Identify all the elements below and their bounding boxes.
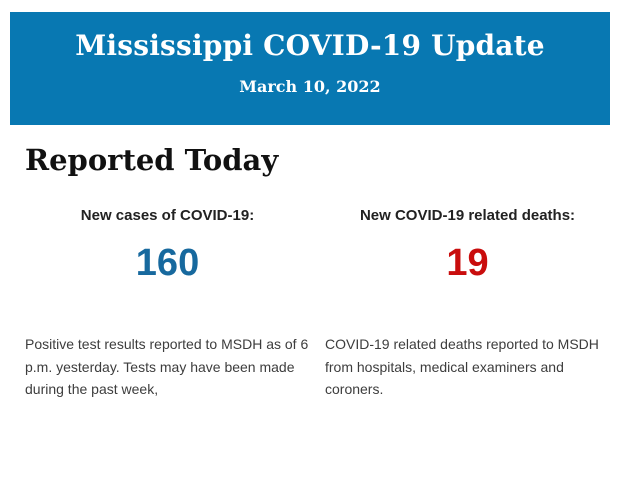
stat-column-new-deaths: New COVID-19 related deaths: 19 COVID-19… (325, 206, 610, 401)
new-deaths-label: New COVID-19 related deaths: (359, 207, 576, 224)
header-banner: Mississippi COVID-19 Update March 10, 20… (10, 12, 610, 125)
new-cases-value: 160 (135, 242, 200, 284)
stats-row: New cases of COVID-19: 160 Positive test… (25, 206, 610, 401)
page-title: Mississippi COVID-19 Update (75, 29, 545, 62)
stat-column-new-cases: New cases of COVID-19: 160 Positive test… (25, 206, 310, 401)
new-deaths-value: 19 (446, 242, 489, 284)
new-cases-label: New cases of COVID-19: (80, 207, 255, 224)
report-date: March 10, 2022 (239, 77, 381, 96)
section-heading: Reported Today (25, 143, 279, 177)
new-cases-description: Positive test results reported to MSDH a… (25, 336, 309, 397)
new-deaths-description: COVID-19 related deaths reported to MSDH… (325, 336, 599, 397)
